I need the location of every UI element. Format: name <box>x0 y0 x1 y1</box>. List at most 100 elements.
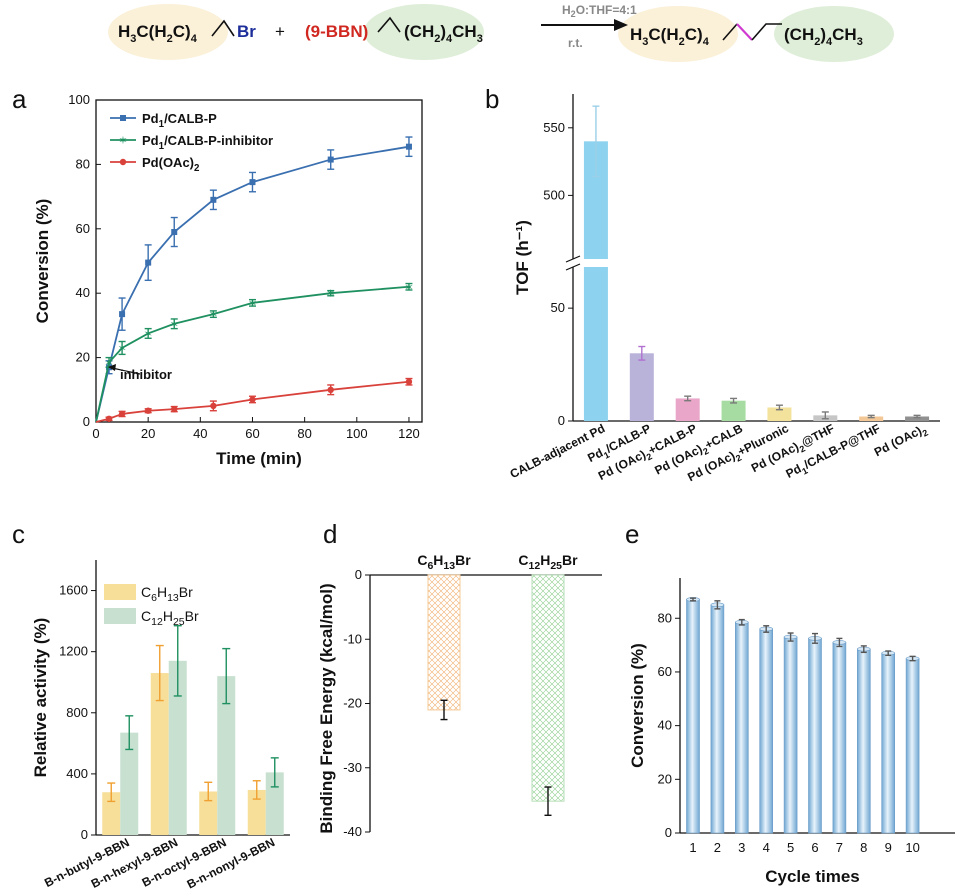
annotation-arrow-a <box>111 367 141 375</box>
category-label-d: C12H25Br <box>518 552 578 572</box>
category-label-e: 6 <box>811 840 818 855</box>
data-point-a <box>118 410 126 418</box>
panel-label-d: d <box>323 519 337 549</box>
axis-break-mark-b <box>565 263 581 271</box>
legend-marker-a <box>119 158 127 166</box>
y-tick-label-b: 0 <box>558 413 565 428</box>
data-point-a <box>145 259 152 266</box>
category-label-e: 3 <box>738 840 745 855</box>
x-tick-label-a: 40 <box>193 426 207 441</box>
data-point-a: ✶ <box>209 309 218 321</box>
legend-label-c: C6H13Br <box>141 584 193 604</box>
bar-e <box>905 658 920 834</box>
data-point-a <box>119 311 126 318</box>
y-tick-label-b: 550 <box>543 120 565 135</box>
legend-label-a: Pd1/CALB-P-inhibitor <box>142 133 273 152</box>
y-tick-label-a: 100 <box>68 92 90 107</box>
y-tick-label-d: -30 <box>343 760 362 775</box>
x-tick-label-a: 120 <box>398 426 420 441</box>
bar-e <box>881 652 896 834</box>
data-point-a <box>105 415 113 422</box>
bar-b <box>905 416 930 421</box>
data-point-a <box>327 386 334 393</box>
y-tick-label-e: 60 <box>658 664 672 679</box>
product-right: (CH2)4CH3 <box>784 25 863 48</box>
bar-e <box>759 628 774 834</box>
reactant2-bond <box>377 16 401 33</box>
y-axis-label-c: Relative activity (%) <box>31 618 50 778</box>
category-label-e: 9 <box>885 840 892 855</box>
data-point-a: ✶ <box>170 319 179 331</box>
bar-c <box>120 732 139 835</box>
bar-d <box>531 574 565 802</box>
data-point-a <box>171 229 178 236</box>
reactant2-highlight <box>364 4 484 60</box>
data-point-a: ✶ <box>144 328 153 340</box>
bar-d <box>427 574 461 711</box>
bar-b <box>721 400 746 421</box>
product-bond-left <box>722 23 738 41</box>
product-right-highlight <box>774 6 894 62</box>
y-axis-label-e: Conversion (%) <box>628 643 647 768</box>
conditions-bottom: r.t. <box>568 36 583 50</box>
reactant1-bond <box>211 19 235 37</box>
product-new-bond <box>736 23 753 41</box>
bar-b <box>859 416 884 421</box>
data-point-a: ✶ <box>326 288 335 300</box>
y-tick-label-e: 40 <box>658 718 672 733</box>
annotation-label-a: inhibitor <box>120 367 172 382</box>
bar-break-gap-b <box>582 259 609 267</box>
plot-frame-a <box>95 99 423 423</box>
panel-c-bar-chart: 0 400 800 1200 1600 Relative activity (%) B-n-… <box>31 560 290 892</box>
reaction-scheme: H3C(H2C)4 Br + (9-BBN) (CH2)4CH3 H2O:THF… <box>108 3 894 62</box>
data-point-a: ✶ <box>117 343 126 355</box>
bar-b <box>675 398 700 421</box>
data-point-a: ✶ <box>248 298 257 310</box>
panel-e-bar-chart: 0 20 40 60 80 Conversion (%) Cycle times 1 2 3 4 5 6… <box>628 578 955 886</box>
panel-d-bar-chart: -40 -30 -20 -10 0 Binding Free Energy (kcal/m… <box>317 552 602 839</box>
data-point-a: ✶ <box>404 282 413 294</box>
data-point-a: ✶ <box>104 357 113 369</box>
category-label-e: 10 <box>905 840 919 855</box>
annotation-arrowhead-a <box>108 364 116 371</box>
bar-c <box>102 792 121 835</box>
bar-c <box>150 673 169 835</box>
reactant2-bbn: (9-BBN) <box>305 22 368 41</box>
panel-label-b: b <box>485 84 499 114</box>
conditions-top: H2O:THF=4:1 <box>562 3 637 19</box>
category-label-e: 7 <box>836 840 843 855</box>
data-point-a <box>249 179 256 186</box>
y-axis-label-d: Binding Free Energy (kcal/mol) <box>317 583 336 833</box>
bar-e <box>856 648 871 834</box>
y-tick-label-a: 40 <box>76 285 90 300</box>
legend-label-a: Pd1/CALB-P <box>142 111 217 130</box>
data-point-a <box>405 143 412 150</box>
category-label-e: 5 <box>787 840 794 855</box>
y-tick-label-c: 800 <box>66 705 88 720</box>
axis-break-mark-b <box>565 255 581 263</box>
category-label-e: 1 <box>689 840 696 855</box>
reactant1-highlight <box>108 4 228 60</box>
axis-break-gap-b <box>565 259 581 267</box>
y-tick-label-a: 20 <box>76 350 90 365</box>
legend-label-a: Pd(OAc)2 <box>142 155 200 174</box>
category-label-e: 2 <box>714 840 721 855</box>
x-tick-label-a: 100 <box>346 426 368 441</box>
y-tick-label-c: 1600 <box>59 583 88 598</box>
category-label-b: Pd (OAc)2 <box>872 421 930 462</box>
y-tick-label-d: -10 <box>343 631 362 646</box>
reactant2-tail: (CH2)4CH3 <box>404 22 483 45</box>
data-point-a <box>327 156 334 163</box>
data-point-a <box>144 407 152 414</box>
y-tick-label-a: 80 <box>76 156 90 171</box>
bar-c <box>265 772 284 835</box>
product-left: H3C(H2C)4 <box>630 25 710 48</box>
y-tick-label-d: -40 <box>343 824 362 839</box>
bar-b <box>629 353 654 421</box>
y-tick-label-b: 50 <box>551 300 565 315</box>
panel-label-c: c <box>12 519 25 549</box>
plus-sign: + <box>275 22 285 41</box>
y-tick-label-a: 0 <box>83 414 90 429</box>
